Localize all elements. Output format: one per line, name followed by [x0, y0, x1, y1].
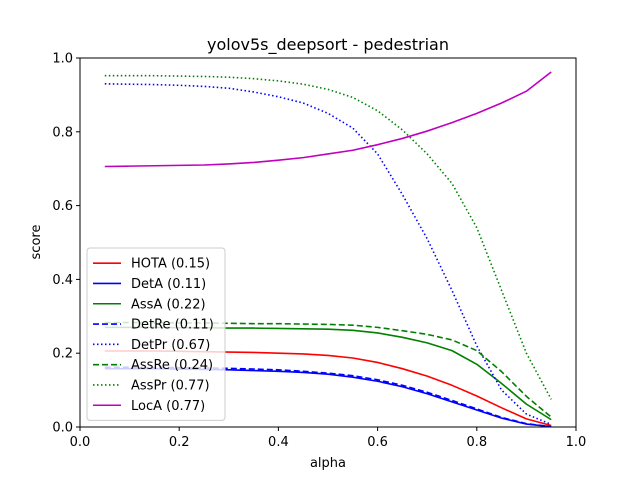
legend-label: AssRe (0.24): [131, 358, 213, 373]
legend-label: AssPr (0.77): [131, 378, 210, 393]
series-line-6: [104, 74, 552, 400]
x-tick-label: 1.0: [566, 435, 587, 450]
y-tick-label: 0.2: [52, 347, 73, 362]
x-tick-label: 0.6: [367, 435, 388, 450]
x-axis-title: alpha: [310, 456, 346, 471]
y-axis-title: score: [29, 225, 44, 260]
legend-label: DetPr (0.67): [131, 338, 210, 353]
legend-label: DetRe (0.11): [131, 318, 214, 333]
legend-box: [86, 247, 226, 421]
legend-label: DetA (0.11): [131, 277, 206, 292]
y-axis-ticks: 0.0 0.2 0.4 0.6 0.8 1.0: [52, 52, 80, 436]
y-tick-label: 0.4: [52, 273, 73, 288]
series-line-7: [104, 71, 552, 168]
x-axis-ticks: 0.0 0.2 0.4 0.6 0.8 1.0: [70, 427, 587, 450]
x-tick-label: 0.4: [268, 435, 289, 450]
x-tick-label: 0.2: [169, 435, 190, 450]
y-tick-label: 0.6: [52, 199, 73, 214]
legend-label: HOTA (0.15): [131, 257, 210, 272]
legend-label: LocA (0.77): [131, 399, 205, 414]
legend-label: AssA (0.22): [131, 297, 206, 312]
plot-frame: [79, 57, 577, 428]
chart-title: yolov5s_deepsort - pedestrian: [207, 35, 449, 55]
y-tick-label: 1.0: [52, 52, 73, 67]
y-tick-label: 0.8: [52, 125, 73, 140]
y-tick-label: 0.0: [52, 421, 73, 436]
x-tick-label: 0.0: [70, 435, 91, 450]
legend: HOTA (0.15) DetA (0.11) AssA (0.22) DetRe (…: [86, 247, 226, 421]
x-tick-label: 0.8: [466, 435, 487, 450]
